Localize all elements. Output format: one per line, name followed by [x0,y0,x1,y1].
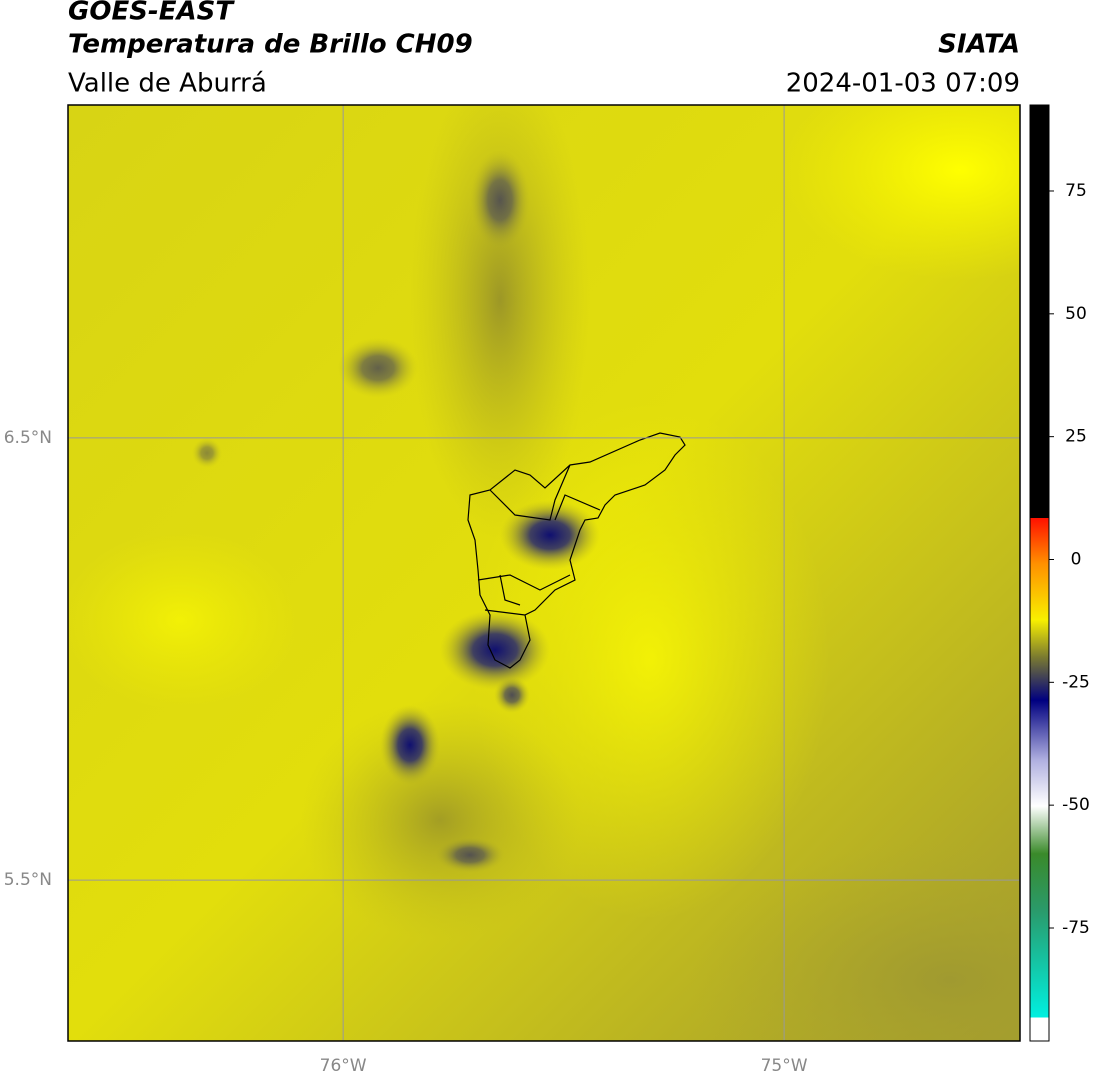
x-tick-label: 76°W [320,1056,367,1076]
y-tick-label: 6.5°N [4,428,52,448]
datetime: 2024-01-03 07:09 [786,69,1020,99]
y-tick-label: 5.5°N [4,870,52,890]
colorbar-tick-label: 50 [1065,304,1087,324]
x-tick-label: 75°W [761,1056,808,1076]
colorbar-tick-label: -50 [1062,795,1090,815]
colorbar [1029,104,1050,1042]
colorbar-tick-label: -25 [1062,672,1090,692]
colorbar-tick-label: -75 [1062,918,1090,938]
map-frame [67,104,1021,1042]
source: SIATA [938,30,1020,60]
region: Valle de Aburrá [68,69,267,99]
colorbar-tick-label: 0 [1071,549,1082,569]
subtitle: Temperatura de Brillo CH09 [68,30,473,60]
title: GOES-EAST [68,0,235,27]
colorbar-tick-label: 25 [1065,427,1087,447]
map-field [68,105,1020,1041]
colorbar-tick-label: 75 [1065,181,1087,201]
